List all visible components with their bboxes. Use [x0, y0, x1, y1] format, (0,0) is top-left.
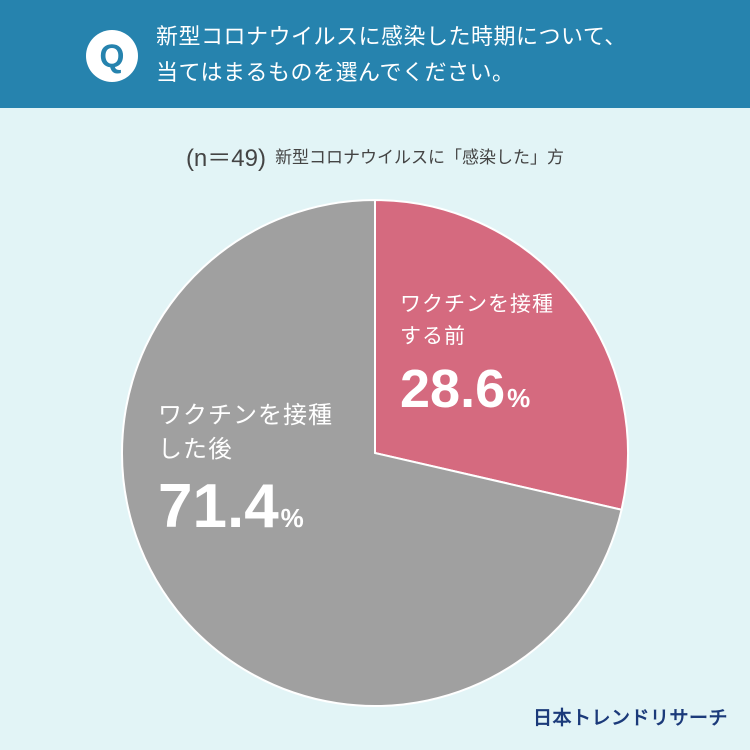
sample-size: (n＝49): [185, 145, 266, 172]
pie-slice-before-vaccination: [374, 198, 629, 511]
slice-name-line-2: する前: [400, 324, 466, 348]
percentage-unit: %: [507, 383, 531, 413]
percentage-value: 71.4: [158, 472, 279, 541]
slice-name-line-1: ワクチンを接種: [400, 292, 554, 316]
respondent-description: 新型コロナウイルスに「感染した」方: [275, 148, 565, 168]
pie-slice-after-vaccination: [121, 198, 623, 707]
percentage-unit: %: [280, 503, 304, 533]
question-line-2: 当てはまるものを選んでください。: [156, 61, 515, 86]
percentage-value: 28.6: [400, 359, 506, 419]
slice-label-before-vaccination: ワクチンを接種 する前 28.6%: [400, 288, 610, 416]
slice-name-line-2: した後: [158, 435, 233, 463]
question-header: Q 新型コロナウイルスに感染した時期について、 当てはまるものを選んでください。: [0, 0, 750, 108]
question-line-1: 新型コロナウイルスに感染した時期について、: [156, 25, 627, 50]
slice-percentage: 28.6%: [400, 362, 610, 416]
question-text: 新型コロナウイルスに感染した時期について、 当てはまるものを選んでください。: [156, 20, 627, 92]
slice-percentage: 71.4%: [158, 476, 388, 538]
slice-label-after-vaccination: ワクチンを接種 した後 71.4%: [158, 398, 388, 538]
brand-logo: 日本トレンドリサーチ: [532, 707, 728, 729]
slice-name-line-1: ワクチンを接種: [158, 401, 333, 429]
question-badge: Q: [86, 30, 138, 82]
chart-subtitle: (n＝49) 新型コロナウイルスに「感染した」方: [0, 138, 750, 173]
